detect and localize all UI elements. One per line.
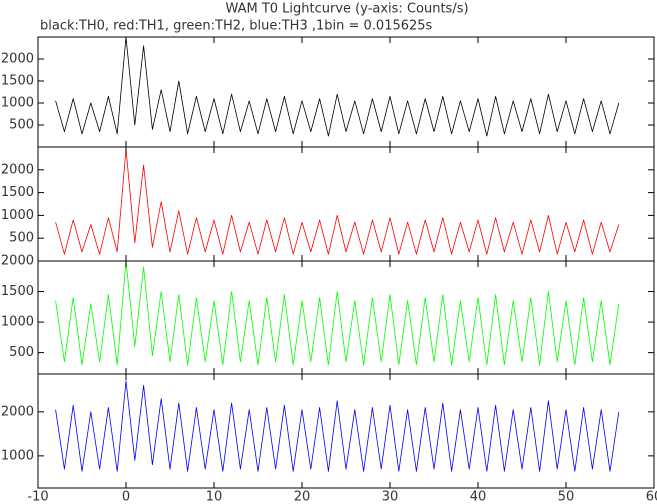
y-tick-label: 1000 [1, 96, 34, 111]
y-tick-label: 1500 [1, 185, 34, 200]
y-tick-label: 2000 [1, 162, 34, 177]
x-tick-label: 0 [122, 490, 130, 504]
chart-subtitle: black:TH0, red:TH1, green:TH2, blue:TH3 … [40, 19, 433, 34]
light-curve [55, 260, 620, 366]
x-tick-label: 50 [558, 490, 575, 504]
panel-frame [37, 373, 655, 489]
y-tick-label: 1000 [1, 315, 34, 330]
y-tick-label: 500 [9, 345, 34, 360]
x-tick-label: 60 [646, 490, 657, 504]
light-curve [55, 148, 620, 255]
x-tick-label: 20 [294, 490, 311, 504]
y-tick-label: 500 [9, 231, 34, 246]
chart-title: WAM T0 Lightcurve (y-axis: Counts/s) [225, 2, 468, 17]
x-tick-label: -10 [27, 490, 48, 504]
panel-frame [37, 146, 655, 262]
y-tick-label: 1500 [1, 74, 34, 89]
light-curve [55, 36, 620, 137]
y-tick-label: 2000 [1, 404, 34, 419]
light-curve [55, 380, 620, 472]
x-tick-label: 30 [382, 490, 399, 504]
y-tick-label: 1000 [1, 448, 34, 463]
panel-frame [37, 260, 655, 375]
y-tick-label: 1500 [1, 284, 34, 299]
y-tick-label: 1000 [1, 208, 34, 223]
x-tick-label: 10 [206, 490, 223, 504]
y-tick-label: 2000 [1, 52, 34, 67]
x-tick-label: 40 [470, 490, 487, 504]
y-tick-label: 2000 [1, 254, 34, 269]
y-tick-label: 500 [9, 118, 34, 133]
